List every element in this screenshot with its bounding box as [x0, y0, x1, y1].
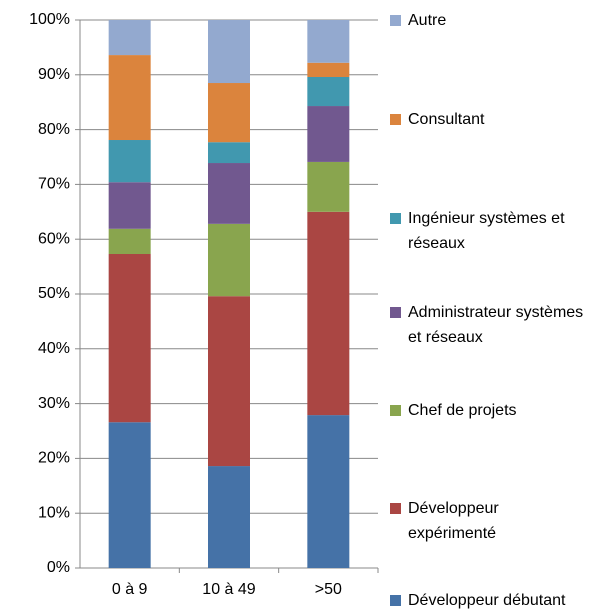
bar-segment	[108, 55, 151, 141]
y-tick-label: 10%	[38, 504, 70, 521]
bar-segment	[108, 182, 151, 229]
bar-segment	[307, 161, 350, 212]
legend-item: Administrateur systèmes et réseaux	[390, 300, 590, 350]
bar-segment	[108, 140, 151, 183]
legend-label: Développeur débutant	[408, 592, 566, 609]
bar-segment	[307, 20, 350, 63]
legend-label: Chef de projets	[408, 402, 517, 419]
legend-swatch	[390, 213, 401, 224]
y-tick-label: 40%	[38, 340, 70, 357]
y-tick-label: 20%	[38, 450, 70, 467]
y-tick-label: 50%	[38, 285, 70, 302]
bar-segment	[108, 422, 151, 568]
bar-segment	[208, 20, 250, 84]
legend-swatch	[390, 503, 401, 514]
bar-segment	[208, 296, 250, 467]
legend-item: Consultant	[390, 107, 590, 132]
bar-segment	[307, 415, 350, 568]
bar-segment	[307, 76, 350, 107]
y-tick-label: 0%	[47, 559, 70, 576]
legend-label: Ingénieur systèmes et réseaux	[408, 210, 565, 252]
bar-segment	[307, 211, 350, 416]
legend-swatch	[390, 15, 401, 26]
bar-segment	[208, 163, 250, 224]
y-tick-label: 100%	[29, 11, 70, 28]
legend-item: Autre	[390, 8, 590, 33]
legend-label: Administrateur systèmes et réseaux	[408, 304, 584, 346]
legend-swatch	[390, 405, 401, 416]
bar-segment	[208, 223, 250, 297]
legend-label: Développeur expérimenté	[408, 500, 499, 542]
y-tick-label: 80%	[38, 121, 70, 138]
legend-item: Chef de projets	[390, 398, 590, 423]
legend-label: Consultant	[408, 111, 485, 128]
y-tick-label: 90%	[38, 66, 70, 83]
x-tick-label: 10 à 49	[202, 581, 255, 598]
legend-item: Ingénieur systèmes et réseaux	[390, 206, 590, 256]
y-tick-label: 60%	[38, 230, 70, 247]
legend-item: Développeur expérimenté	[390, 496, 590, 546]
bar-segment	[208, 142, 250, 164]
y-tick-label: 30%	[38, 395, 70, 412]
legend-label: Autre	[408, 12, 447, 29]
legend-item: Développeur débutant	[390, 588, 590, 610]
legend-swatch	[390, 307, 401, 318]
bar-segment	[108, 228, 151, 254]
bar-segment	[108, 253, 151, 423]
bar-segment	[307, 62, 350, 77]
bar-segment	[208, 83, 250, 143]
bar-segment	[307, 106, 350, 162]
bar-segment	[108, 20, 151, 56]
bar-segment	[208, 466, 250, 568]
legend-swatch	[390, 114, 401, 125]
x-tick-label: 0 à 9	[112, 581, 148, 598]
y-tick-label: 70%	[38, 176, 70, 193]
x-tick-label: >50	[315, 581, 342, 598]
legend-swatch	[390, 595, 401, 606]
